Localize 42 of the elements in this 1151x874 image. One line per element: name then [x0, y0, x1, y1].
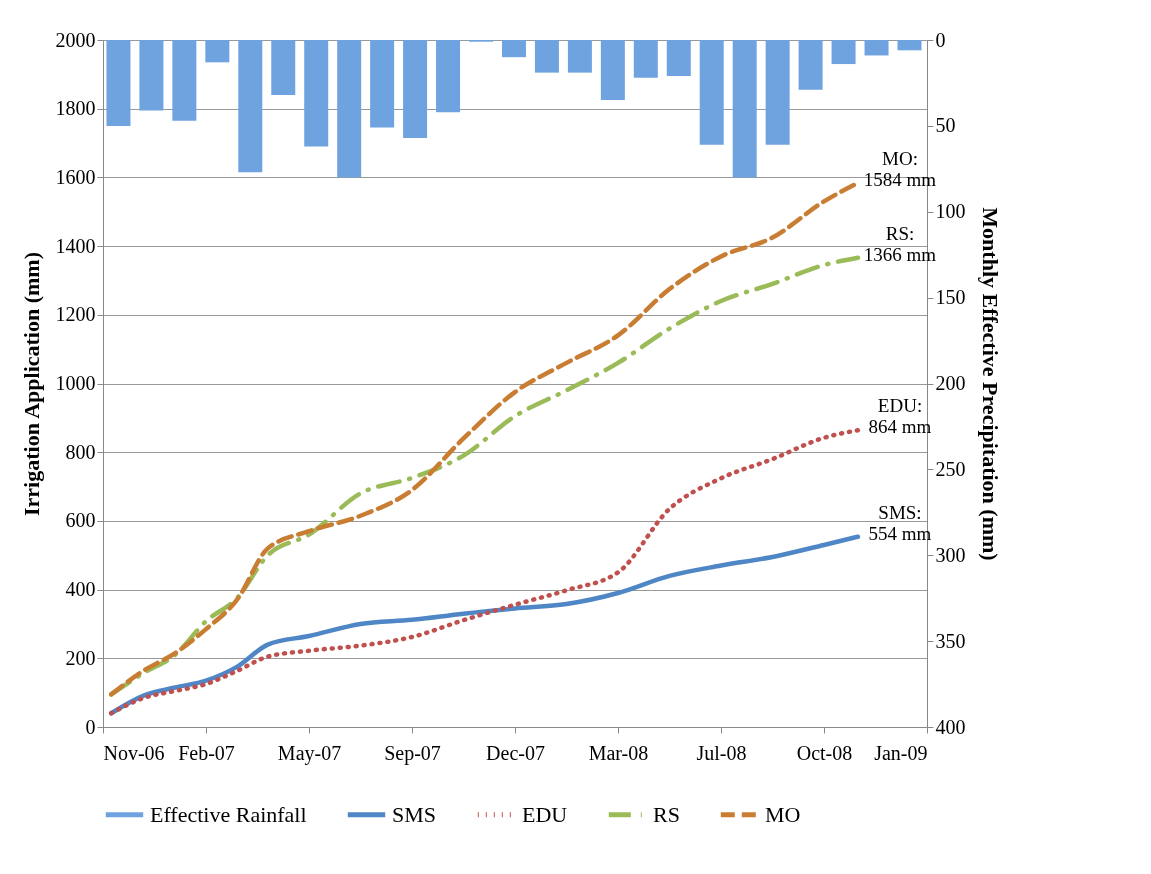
y-tick-label: 2000: [55, 28, 96, 51]
x-tick-label: May-07: [277, 741, 342, 765]
x-tick-label: Jan-09: [874, 741, 928, 764]
x-tick-label: Feb-07: [178, 741, 235, 764]
y2-tick-label: 300: [935, 543, 966, 566]
legend-label: EDU: [522, 801, 568, 827]
y2-tick-label: 50: [935, 114, 956, 137]
y-tick-label: 1400: [55, 234, 96, 257]
y-tick-label: 1200: [55, 303, 96, 326]
x-tick-label: Oct-08: [796, 741, 853, 764]
line-series: [108, 427, 861, 716]
annotation: EDU: 864 mm: [868, 395, 932, 438]
y2-tick-label: 200: [935, 372, 966, 394]
y-tick-label: 200: [65, 646, 96, 669]
x-tick-label: Mar-08: [588, 741, 649, 764]
annotation: RS: 1366 mm: [863, 222, 937, 265]
y-tick-label: 1600: [55, 165, 96, 188]
annotation: SMS: 554 mm: [868, 501, 932, 544]
y-tick-label: 600: [65, 509, 96, 532]
legend-label: RS: [653, 801, 680, 827]
x-tick-label: Nov-06: [103, 741, 165, 764]
y-tick-label: 800: [65, 440, 96, 463]
y-axis-title: Irrigation Application (mm): [18, 252, 44, 516]
legend-label: SMS: [392, 801, 437, 827]
x-tick-label: Dec-07: [486, 741, 545, 764]
y2-axis-title: Monthly Effective Precipitation (mm): [977, 207, 1003, 561]
legend-label: Effective Rainfall: [150, 801, 307, 827]
y-tick-label: 1800: [55, 97, 96, 120]
y2-tick-label: 250: [935, 457, 966, 480]
y2-tick-label: 150: [935, 286, 966, 309]
line-series: [108, 534, 861, 716]
x-tick-label: Jul-08: [696, 741, 747, 764]
y2-tick-label: 400: [935, 715, 966, 738]
y-tick-label: 400: [65, 578, 96, 601]
annotation: MO: 1584 mm: [863, 147, 937, 190]
y2-tick-label: 100: [935, 200, 966, 223]
y2-tick-label: 350: [935, 629, 966, 652]
y-tick-label: 1000: [55, 372, 96, 394]
legend-label: MO: [765, 801, 801, 827]
y-tick-label: 0: [85, 715, 96, 738]
y2-tick-label: 0: [935, 28, 946, 51]
x-tick-label: Sep-07: [384, 741, 441, 765]
